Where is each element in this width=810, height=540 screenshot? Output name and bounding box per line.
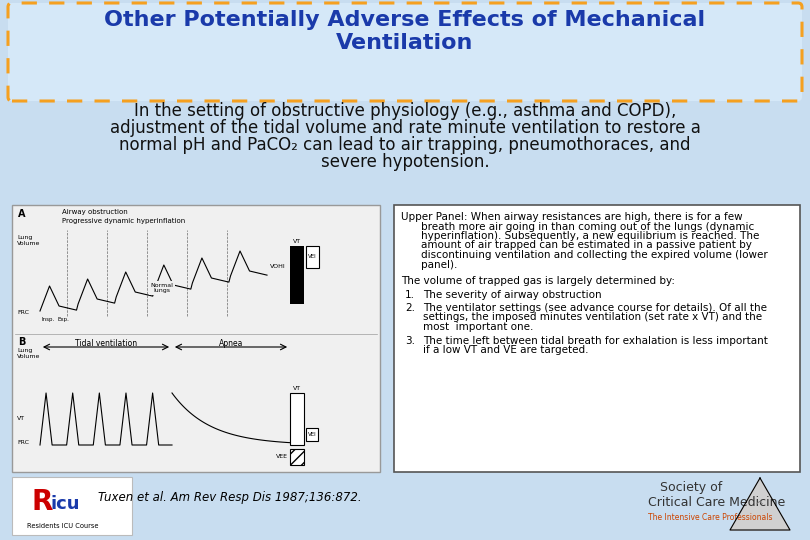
FancyBboxPatch shape [12,205,380,472]
Text: VT: VT [17,416,25,422]
Text: amount of air trapped can be estimated in a passive patient by: amount of air trapped can be estimated i… [421,240,752,251]
Text: Other Potentially Adverse Effects of Mechanical: Other Potentially Adverse Effects of Mec… [104,10,706,30]
Text: Lung
Volume: Lung Volume [17,235,40,246]
Text: VOHI: VOHI [271,264,286,268]
Text: In the setting of obstructive physiology (e.g., asthma and COPD),: In the setting of obstructive physiology… [134,102,676,120]
Text: Ventilation: Ventilation [336,33,474,53]
Text: hyperinflation). Subsequently, a new equilibrium is reached. The: hyperinflation). Subsequently, a new equ… [421,231,760,241]
Text: The time left between tidal breath for exhalation is less important: The time left between tidal breath for e… [423,335,768,346]
Text: VEI: VEI [308,433,317,437]
Text: discontinuing ventilation and collecting the expired volume (lower: discontinuing ventilation and collecting… [421,250,768,260]
Text: Lung
Volume: Lung Volume [17,348,40,359]
Text: Critical Care Medicine: Critical Care Medicine [648,496,785,509]
Text: Upper Panel: When airway resistances are high, there is for a few: Upper Panel: When airway resistances are… [401,212,743,222]
Text: Airway obstruction: Airway obstruction [62,209,128,215]
Text: most  important one.: most important one. [423,322,533,332]
Text: VT: VT [293,239,301,244]
Text: icu: icu [50,495,79,513]
Text: Exp.: Exp. [58,317,70,322]
Text: VEI: VEI [308,254,317,260]
Text: 3.: 3. [405,335,415,346]
Text: Insp.: Insp. [42,317,55,322]
Text: The Intensive Care Professionals: The Intensive Care Professionals [648,514,773,523]
Text: settings, the imposed minutes ventilation (set rate x VT) and the: settings, the imposed minutes ventilatio… [423,313,762,322]
Text: adjustment of the tidal volume and rate minute ventilation to restore a: adjustment of the tidal volume and rate … [109,119,701,137]
Text: 1.: 1. [405,289,415,300]
Text: FRC: FRC [17,441,29,446]
Text: severe hypotension.: severe hypotension. [321,153,489,171]
Text: R: R [32,488,53,516]
FancyBboxPatch shape [8,3,802,101]
Text: A: A [18,209,25,219]
Text: FRC: FRC [17,310,29,315]
Bar [306,428,318,441]
Bar [306,246,319,268]
Text: Residents ICU Course: Residents ICU Course [28,523,99,529]
Text: ^: ^ [755,501,765,511]
Text: The severity of airway obstruction: The severity of airway obstruction [423,289,602,300]
Polygon shape [730,478,790,530]
Text: Apnea: Apnea [219,339,243,348]
Bar [590,477,800,535]
Text: Tuxen et al. Am Rev Resp Dis 1987;136:872.: Tuxen et al. Am Rev Resp Dis 1987;136:87… [98,491,362,504]
Text: 2.: 2. [405,303,415,313]
Text: Progressive dynamic hyperinflation: Progressive dynamic hyperinflation [62,218,185,224]
Text: breath more air going in than coming out of the lungs (dynamic: breath more air going in than coming out… [421,221,754,232]
Text: panel).: panel). [421,260,458,269]
Text: Society of: Society of [660,482,723,495]
Text: VT: VT [293,386,301,391]
Text: The volume of trapped gas is largely determined by:: The volume of trapped gas is largely det… [401,276,675,286]
Text: Normal
lungs: Normal lungs [151,282,173,293]
Text: The ventilator settings (see advance course for details). Of all the: The ventilator settings (see advance cou… [423,303,767,313]
Text: Tidal ventilation: Tidal ventilation [75,339,137,348]
Text: normal pH and PaCO₂ can lead to air trapping, pneumothoraces, and: normal pH and PaCO₂ can lead to air trap… [119,136,691,154]
Bar [290,449,304,465]
Bar [290,393,304,445]
Bar [12,477,132,535]
FancyBboxPatch shape [394,205,800,472]
Bar [290,246,304,304]
Text: VEE: VEE [276,455,288,460]
Text: if a low VT and VE are targeted.: if a low VT and VE are targeted. [423,345,589,355]
Text: B: B [18,337,25,347]
